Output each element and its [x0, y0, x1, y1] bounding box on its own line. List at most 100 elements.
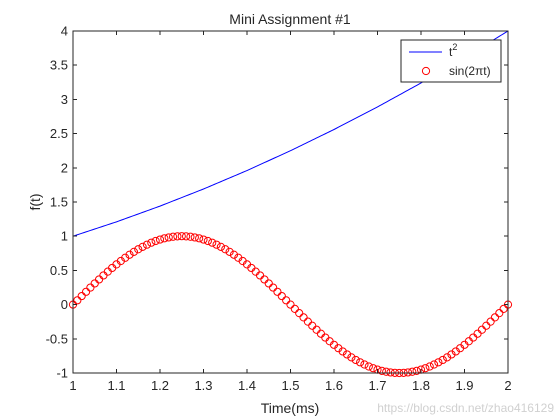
- legend-marker-sample: [421, 66, 431, 76]
- y-tick-label: 0: [61, 297, 68, 312]
- series-marker-sine: [138, 242, 147, 251]
- x-axis: 1 1.1 1.2 1.3 1.4 1.5 1.6 1.7 1.8 1.9 2: [69, 31, 512, 393]
- plot-area: [73, 31, 508, 373]
- legend-label-series-1-base: t: [449, 45, 453, 59]
- series-marker-sine: [273, 287, 282, 296]
- series-marker-sine: [495, 309, 504, 318]
- y-tick-label: 2.5: [50, 126, 68, 141]
- x-tick-label: 1: [69, 378, 76, 393]
- x-tick-label: 2: [504, 378, 511, 393]
- series-marker-sine: [351, 355, 360, 365]
- series-layer: [68, 30, 513, 378]
- y-tick-label: 4: [61, 24, 68, 39]
- y-tick-label: 1: [61, 229, 68, 244]
- series-marker-sine: [277, 291, 286, 301]
- series-marker-sine: [121, 253, 130, 262]
- series-marker-sine: [177, 232, 186, 241]
- series-marker-sine: [499, 304, 508, 314]
- y-tick-label: 2: [61, 160, 68, 175]
- series-marker-sine: [421, 364, 430, 373]
- y-tick-label: -1: [56, 366, 68, 381]
- series-marker-sine: [447, 350, 456, 359]
- series-marker-sine: [125, 250, 134, 259]
- series-marker-sine: [482, 321, 491, 330]
- series-marker-sine: [303, 317, 312, 326]
- series-marker-sine: [356, 358, 365, 367]
- series-marker-sine: [369, 364, 378, 373]
- legend-label-series-1: t2: [449, 42, 457, 59]
- series-marker-sine: [342, 350, 352, 359]
- series-marker-sine: [212, 240, 221, 249]
- series-marker-sine: [429, 360, 439, 369]
- x-tick-label: 1.9: [455, 378, 473, 393]
- series-marker-sine: [221, 245, 230, 254]
- series-marker-sine: [360, 360, 369, 369]
- x-tick-label: 1.4: [238, 378, 256, 393]
- series-marker-sine: [186, 232, 195, 241]
- series-marker-sine: [364, 362, 373, 371]
- series-marker-sine: [386, 368, 395, 377]
- series-marker-sine: [286, 300, 295, 309]
- legend-box: [400, 39, 502, 83]
- x-tick-label: 1.6: [325, 378, 343, 393]
- series-marker-sine: [77, 291, 86, 301]
- series-marker-sine: [486, 317, 495, 326]
- series-marker-sine: [412, 366, 421, 375]
- x-tick-label: 1.8: [412, 378, 430, 393]
- series-marker-sine: [382, 367, 391, 376]
- series-marker-sine: [160, 234, 169, 243]
- y-axis: -1 -0.5 0 0.5 1 1.5 2 2.5 3 3.5 4: [46, 24, 508, 381]
- series-marker-sine: [299, 313, 308, 322]
- series-marker-sine: [290, 304, 299, 314]
- y-tick-label: 0.5: [50, 263, 68, 278]
- series-marker-sine: [182, 232, 191, 241]
- x-axis-title: Time(ms): [261, 400, 320, 416]
- series-marker-sine: [73, 296, 82, 305]
- x-tick-label: 1.1: [107, 378, 125, 393]
- series-marker-sine: [225, 247, 234, 256]
- series-marker-sine: [203, 236, 212, 246]
- series-marker-sine: [338, 347, 347, 356]
- series-marker-sine: [168, 232, 178, 241]
- y-tick-label: 1.5: [50, 195, 68, 210]
- series-marker-sine: [199, 235, 208, 244]
- series-marker-sine: [269, 283, 278, 292]
- series-marker-sine: [438, 355, 447, 365]
- series-marker-sine: [295, 309, 304, 318]
- series-marker-sine: [434, 358, 443, 367]
- series-marker-sine: [377, 366, 386, 375]
- y-tick-label: 3: [61, 92, 68, 107]
- series-marker-sine: [403, 368, 413, 377]
- y-tick-label: -0.5: [46, 331, 68, 346]
- legend: t2 sin(2πt): [400, 39, 502, 83]
- x-tick-label: 1.5: [281, 378, 299, 393]
- series-marker-sine: [147, 238, 156, 247]
- series-marker-sine: [408, 367, 417, 376]
- series-marker-sine: [425, 362, 434, 371]
- y-tick-label: 3.5: [50, 58, 68, 73]
- x-tick-label: 1.3: [194, 378, 212, 393]
- series-marker-sine: [190, 233, 199, 242]
- legend-label-series-2: sin(2πt): [449, 64, 491, 78]
- series-marker-sine: [443, 353, 452, 362]
- chart-title: Mini Assignment #1: [229, 11, 351, 27]
- series-marker-sine: [134, 245, 143, 254]
- series-marker-sine: [229, 250, 239, 259]
- watermark-text: https://blog.csdn.net/zhao416129: [377, 401, 554, 415]
- series-marker-sine: [347, 353, 356, 362]
- series-marker-sine: [155, 235, 165, 244]
- legend-label-series-1-superscript: 2: [452, 42, 457, 52]
- series-marker-sine: [195, 234, 204, 243]
- series-marker-sine: [81, 287, 91, 296]
- series-marker-sine: [208, 238, 217, 247]
- x-tick-label: 1.7: [368, 378, 386, 393]
- series-marker-sine: [216, 242, 225, 251]
- x-tick-label: 1.2: [151, 378, 169, 393]
- series-marker-sine: [129, 247, 138, 256]
- series-marker-sine: [282, 296, 291, 305]
- series-marker-sine: [151, 236, 160, 246]
- series-marker-sine: [490, 313, 500, 322]
- y-axis-title: f(t): [27, 193, 43, 210]
- series-marker-sine: [86, 283, 95, 292]
